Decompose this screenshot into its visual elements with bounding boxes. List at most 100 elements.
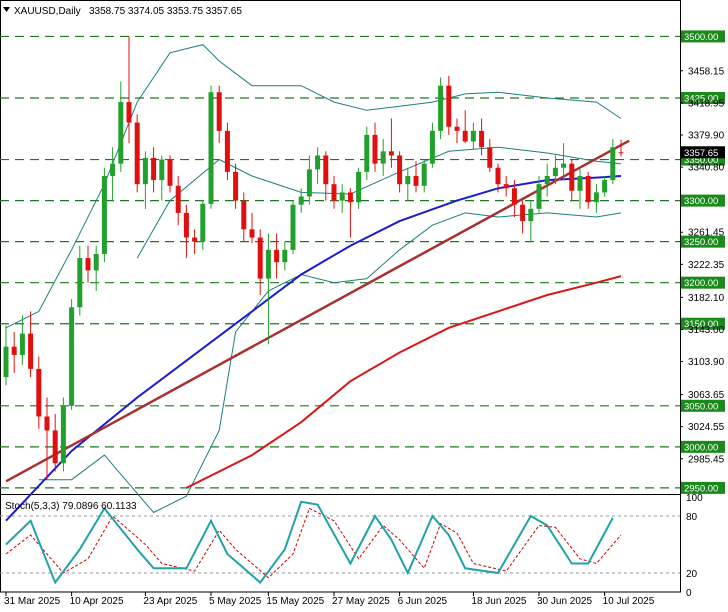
level-label: 3200.00 xyxy=(684,278,718,289)
y-tick-label: 3222.35 xyxy=(688,260,725,271)
level-badge xyxy=(681,276,725,289)
stoch-axis-label: 80 xyxy=(686,512,698,523)
candle-body xyxy=(298,196,304,205)
x-tick-label: 6 Jun 2025 xyxy=(398,596,448,607)
candle-body xyxy=(479,130,485,148)
stoch-label: Stoch(5,3,3) 79.0896 60.1133 xyxy=(5,501,137,512)
candle-body xyxy=(405,175,411,185)
y-tick-label: 3024.55 xyxy=(688,422,725,433)
candle-body xyxy=(290,204,296,250)
candle-body xyxy=(93,253,99,271)
y-tick-label: 2985.45 xyxy=(688,454,725,465)
dropdown-triangle-icon[interactable] xyxy=(3,7,10,12)
candle-body xyxy=(241,200,247,230)
candle-body xyxy=(28,333,34,369)
y-tick-label: 3261.45 xyxy=(688,228,725,239)
candle-body xyxy=(356,171,362,203)
candle-body xyxy=(397,155,403,185)
level-label: 3250.00 xyxy=(684,237,718,248)
candle-body xyxy=(536,184,542,209)
level-label: 2950.00 xyxy=(684,483,718,494)
candle-body xyxy=(36,368,42,417)
candle-body xyxy=(577,175,583,191)
x-tick-label: 31 Mar 2025 xyxy=(4,596,61,607)
x-tick-label: 15 May 2025 xyxy=(266,596,324,607)
level-badge xyxy=(681,194,725,207)
candles xyxy=(3,36,624,480)
candle-body xyxy=(487,147,493,168)
candle-body xyxy=(364,134,370,172)
level-badge xyxy=(681,91,725,104)
x-tick-label: 5 May 2025 xyxy=(209,596,262,607)
candle-body xyxy=(462,130,468,142)
candle-body xyxy=(380,151,386,164)
candle-body xyxy=(323,155,329,185)
candle-body xyxy=(438,85,444,131)
candle-body xyxy=(11,346,17,355)
candle-body xyxy=(446,85,452,127)
candle-body xyxy=(183,212,189,238)
candle-body xyxy=(315,155,321,170)
stochastic-panel: Stoch(5,3,3) 79.0896 60.1133 100 80 20 0 xyxy=(0,493,703,599)
candle-body xyxy=(175,185,181,213)
candle-body xyxy=(388,151,394,156)
candle-body xyxy=(44,416,50,431)
candle-body xyxy=(224,130,230,172)
candle-body xyxy=(3,346,9,378)
candle-body xyxy=(470,130,476,142)
candle-body xyxy=(19,333,25,355)
candle-body xyxy=(347,192,353,203)
symbol-label: XAUUSD,Daily xyxy=(14,6,81,17)
level-badge xyxy=(681,440,725,453)
current-price-label: 3357.65 xyxy=(684,148,718,159)
candle-body xyxy=(200,203,206,242)
stoch-axis-label: 20 xyxy=(686,569,698,580)
candle-body xyxy=(167,159,173,186)
time-axis: 31 Mar 2025 10 Apr 2025 23 Apr 2025 5 May 2… xyxy=(4,592,655,607)
candle-body xyxy=(495,167,501,185)
candle-body xyxy=(372,134,378,164)
price-axis: 3500.00 3425.00 3350.00 3300.00 3250.00 3200.… xyxy=(680,30,725,494)
candle-body xyxy=(561,163,567,168)
trendline xyxy=(5,139,630,483)
candle-body xyxy=(77,258,83,308)
x-tick-label: 10 Jul 2025 xyxy=(603,596,655,607)
candle-body xyxy=(602,180,608,193)
x-tick-label: 30 Jun 2025 xyxy=(537,596,592,607)
level-badge xyxy=(681,399,725,412)
y-tick-label: 3418.95 xyxy=(688,98,725,109)
candle-body xyxy=(413,175,419,186)
candle-body xyxy=(101,175,107,254)
candle-body xyxy=(192,237,198,242)
candle-body xyxy=(503,184,509,189)
candle-body xyxy=(126,102,132,123)
level-label: 3150.00 xyxy=(684,319,718,330)
candle-body xyxy=(110,163,116,176)
candle-body xyxy=(618,152,624,154)
candle-body xyxy=(552,167,558,176)
candle-body xyxy=(331,184,337,201)
candle-body xyxy=(249,229,255,238)
candle-body xyxy=(339,192,345,201)
plot-frame xyxy=(0,0,681,593)
candle-body xyxy=(306,169,312,197)
candle-body xyxy=(216,92,222,131)
candle-body xyxy=(593,192,599,203)
candle-body xyxy=(528,208,534,222)
y-tick-label: 3063.65 xyxy=(688,390,725,401)
candle-body xyxy=(257,237,263,279)
candle-body xyxy=(60,405,66,464)
candle-body xyxy=(85,258,91,271)
candle-body xyxy=(282,249,288,263)
x-tick-label: 18 Jun 2025 xyxy=(471,596,526,607)
level-badge xyxy=(681,30,725,43)
bollinger-lower-line xyxy=(38,212,622,514)
stoch-axis-label: 100 xyxy=(686,493,703,504)
level-label: 3300.00 xyxy=(684,196,718,207)
candle-body xyxy=(142,157,148,185)
candle-body xyxy=(69,307,75,406)
level-label: 3050.00 xyxy=(684,401,718,412)
y-tick-label: 3340.80 xyxy=(688,163,725,174)
current-price-badge xyxy=(681,146,725,159)
